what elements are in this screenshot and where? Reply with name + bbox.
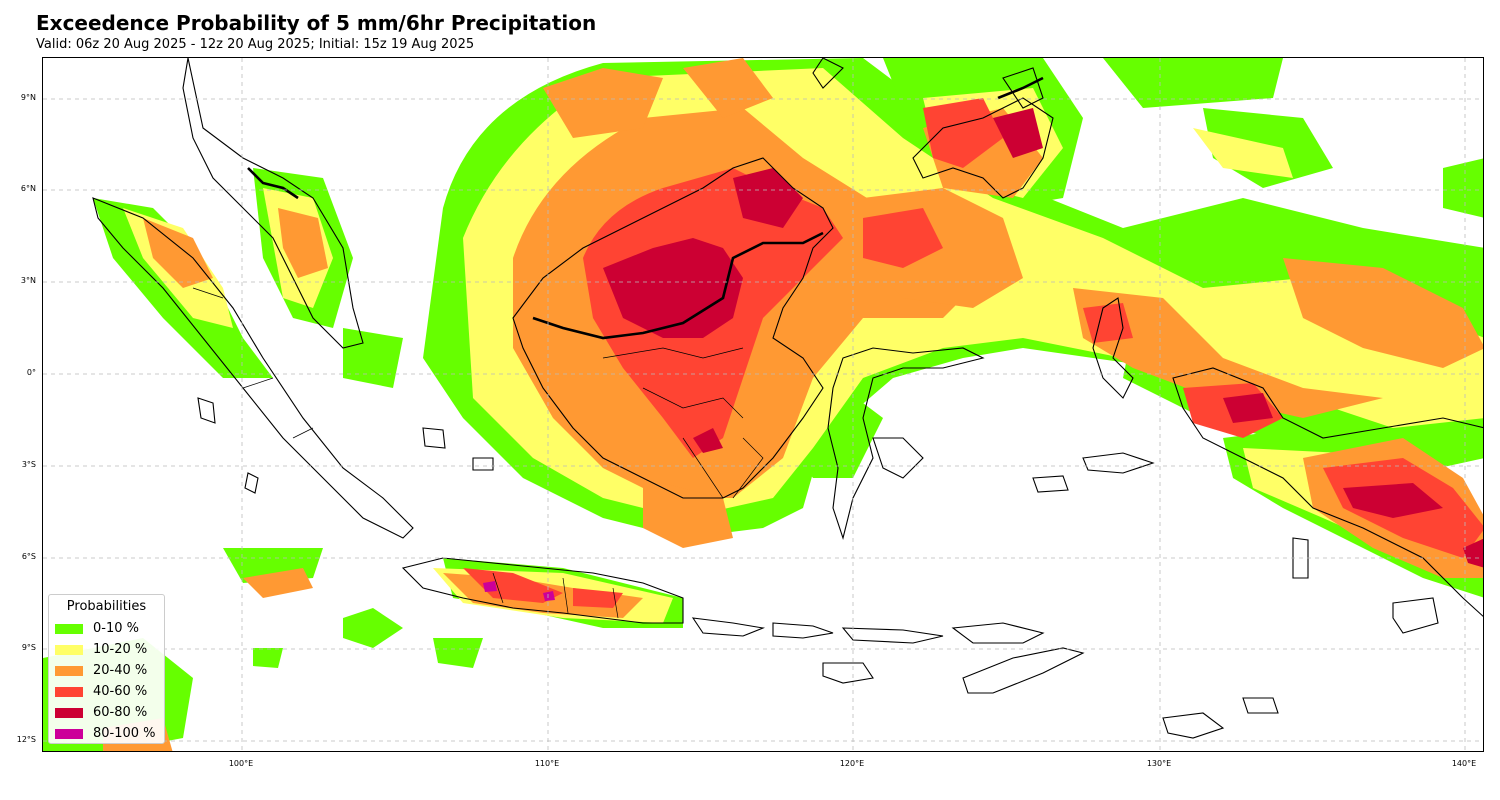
lat-tick-label: 6°N xyxy=(20,184,36,193)
probability-field-60-80 xyxy=(603,108,1483,568)
legend-label: 10-20 % xyxy=(93,642,148,657)
probability-field-80-100 xyxy=(483,581,555,601)
map-panel xyxy=(42,57,1484,752)
lon-tick-label: 140°E xyxy=(1451,759,1477,768)
lat-tick-label: 9°N xyxy=(20,93,36,102)
national-borders xyxy=(247,76,1044,340)
legend-swatch xyxy=(55,623,83,634)
precipitation-map xyxy=(43,58,1483,751)
legend-label: 0-10 % xyxy=(93,621,139,636)
lon-tick-label: 130°E xyxy=(1146,759,1172,768)
legend-label: 20-40 % xyxy=(93,663,148,678)
lon-tick-label: 120°E xyxy=(839,759,865,768)
coastlines xyxy=(92,58,1483,739)
probability-legend: Probabilities 0-10 % 10-20 % 20-40 % 40-60 … xyxy=(48,594,165,744)
legend-swatch xyxy=(55,686,83,697)
lat-tick-label: 0° xyxy=(26,368,36,377)
legend-swatch xyxy=(55,728,83,739)
legend-item: 20-40 % xyxy=(55,660,158,681)
lon-tick-label: 110°E xyxy=(534,759,560,768)
lat-tick-label: 3°S xyxy=(21,460,36,469)
lat-tick-label: 6°S xyxy=(21,552,36,561)
legend-item: 40-60 % xyxy=(55,681,158,702)
legend-label: 60-80 % xyxy=(93,705,148,720)
map-gridlines xyxy=(43,58,1483,751)
legend-swatch xyxy=(55,644,83,655)
legend-label: 80-100 % xyxy=(93,726,156,741)
lat-tick-label: 9°S xyxy=(21,643,36,652)
legend-item: 80-100 % xyxy=(55,723,158,744)
legend-item: 10-20 % xyxy=(55,639,158,660)
map-title: Exceedence Probability of 5 mm/6hr Preci… xyxy=(36,11,597,35)
lon-tick-label: 100°E xyxy=(228,759,254,768)
province-borders xyxy=(192,287,764,619)
legend-swatch xyxy=(55,707,83,718)
lat-tick-label: 12°S xyxy=(16,735,36,744)
legend-item: 60-80 % xyxy=(55,702,158,723)
legend-item: 0-10 % xyxy=(55,618,158,639)
map-subtitle: Valid: 06z 20 Aug 2025 - 12z 20 Aug 2025… xyxy=(36,37,475,52)
legend-swatch xyxy=(55,665,83,676)
legend-label: 40-60 % xyxy=(93,684,148,699)
legend-title: Probabilities xyxy=(66,599,147,614)
lat-tick-label: 3°N xyxy=(20,276,36,285)
